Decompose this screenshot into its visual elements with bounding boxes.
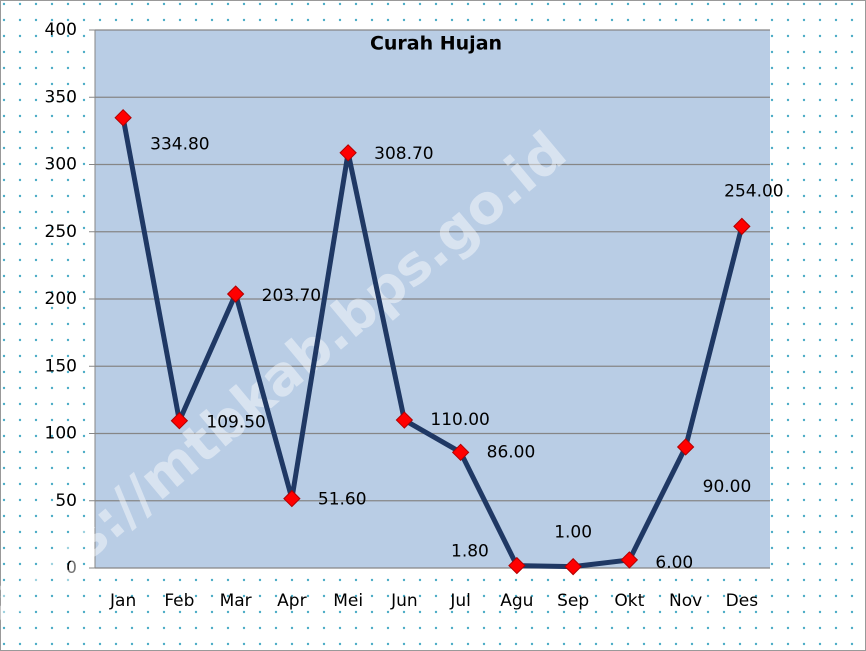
data-label: 90.00 xyxy=(703,477,752,497)
marker xyxy=(451,443,470,462)
y-tick-label: 200 xyxy=(45,289,77,309)
y-tick-label: 0 xyxy=(66,558,77,578)
x-tick-label: Okt xyxy=(614,591,644,611)
marker xyxy=(339,144,357,162)
marker xyxy=(114,108,132,127)
marker xyxy=(226,285,245,303)
marker xyxy=(676,438,695,456)
data-label: 6.00 xyxy=(655,553,693,573)
data-label: 254.00 xyxy=(724,181,783,201)
x-tick-label: Jan xyxy=(109,591,136,611)
y-tick-label: 150 xyxy=(45,356,77,376)
data-label: 86.00 xyxy=(487,442,536,462)
data-label: 203.70 xyxy=(262,286,321,306)
x-tick-label: Apr xyxy=(277,591,306,611)
marker xyxy=(283,489,301,508)
marker xyxy=(733,217,751,236)
x-tick-label: Des xyxy=(726,591,759,611)
y-tick-label: 300 xyxy=(45,155,77,175)
data-label: 1.80 xyxy=(451,542,489,562)
data-line xyxy=(120,117,745,570)
marker xyxy=(395,411,414,429)
data-label: 109.50 xyxy=(206,413,265,433)
marker xyxy=(620,551,639,569)
x-tick-label: Mar xyxy=(220,591,252,611)
x-tick-label: Jul xyxy=(449,591,471,611)
data-label: 308.70 xyxy=(374,144,433,164)
y-tick-label: 50 xyxy=(55,491,77,511)
marker xyxy=(508,556,526,575)
data-label: 334.80 xyxy=(150,135,209,155)
x-tick-label: Feb xyxy=(164,591,194,611)
x-tick-label: Agu xyxy=(500,591,533,611)
data-label: 1.00 xyxy=(554,523,592,543)
data-label: 110.00 xyxy=(430,410,489,430)
data-label: 51.60 xyxy=(318,490,367,510)
marker xyxy=(170,412,189,430)
y-tick-label: 400 xyxy=(45,20,77,40)
y-tick-label: 350 xyxy=(45,87,77,107)
x-tick-label: Jun xyxy=(390,591,418,611)
x-tick-label: Nov xyxy=(669,591,702,611)
y-tick-label: 250 xyxy=(45,222,77,242)
chart-title: Curah Hujan xyxy=(370,33,502,55)
y-tick-label: 100 xyxy=(45,424,77,444)
x-tick-label: Sep xyxy=(557,591,589,611)
x-tick-label: Mei xyxy=(333,591,363,611)
marker xyxy=(564,557,582,576)
